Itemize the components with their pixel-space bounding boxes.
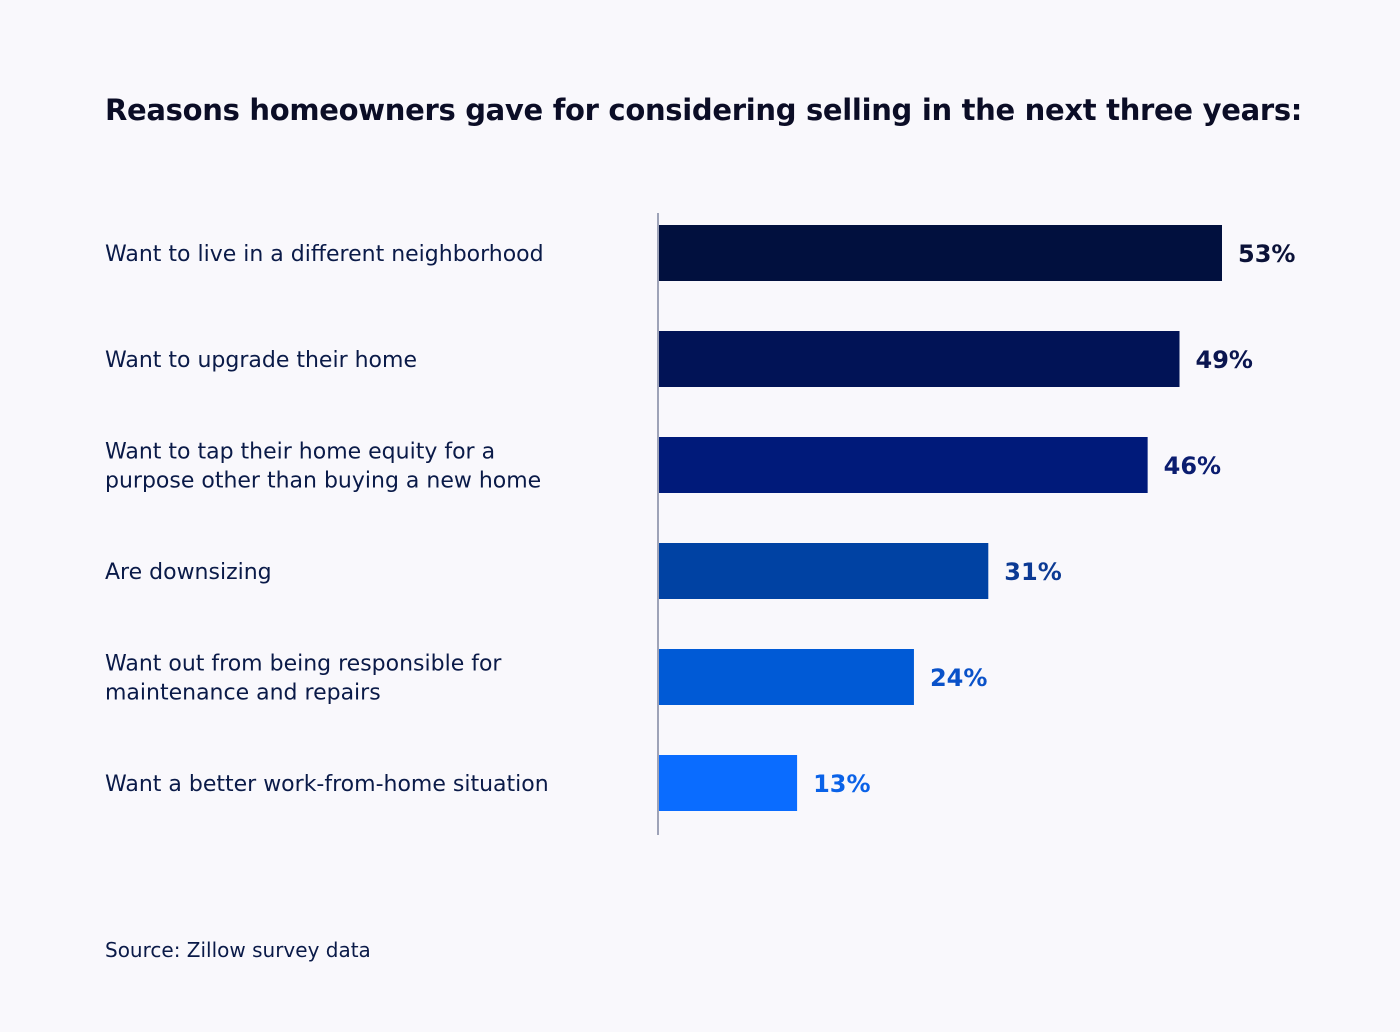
bar — [659, 331, 1180, 387]
bar-value-label: 53% — [1238, 240, 1295, 268]
bar-value-label: 49% — [1196, 346, 1253, 374]
bar — [659, 649, 914, 705]
bar — [659, 225, 1222, 281]
source-note: Source: Zillow survey data — [105, 938, 371, 962]
category-label: Want to upgrade their home — [105, 348, 417, 373]
bar-value-label: 13% — [813, 770, 870, 798]
category-label: Want a better work-from-home situation — [105, 772, 549, 797]
bar-value-label: 31% — [1004, 558, 1061, 586]
category-label: Want to tap their home equity for a purpo… — [105, 440, 541, 494]
chart-title: Reasons homeowners gave for considering … — [105, 93, 1303, 127]
category-label: Are downsizing — [105, 560, 272, 585]
category-label: Want out from being responsible for maint… — [105, 652, 502, 706]
bar — [659, 755, 798, 811]
bar — [659, 437, 1148, 493]
bar-value-label: 24% — [930, 664, 987, 692]
bar-value-label: 46% — [1164, 452, 1221, 480]
category-label: Want to live in a different neighborhood — [105, 242, 544, 267]
bar — [659, 543, 989, 599]
